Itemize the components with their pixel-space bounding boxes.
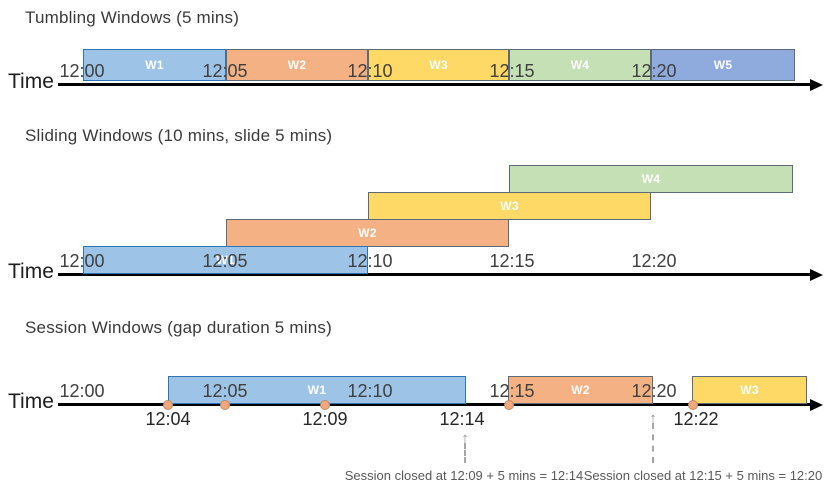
time-tick-label: 12:15 xyxy=(489,381,535,401)
event-dot xyxy=(163,400,173,410)
window-w2: W2 xyxy=(508,376,653,404)
time-tick-label: 12:20 xyxy=(631,61,677,81)
window-w5: W5 xyxy=(651,49,795,81)
time-axis-label: Time xyxy=(8,260,54,283)
window-w2: W2 xyxy=(226,49,368,81)
time-tick-label: 12:10 xyxy=(347,61,393,81)
event-time-label: 12:14 xyxy=(439,409,485,429)
section-title: Tumbling Windows (5 mins) xyxy=(25,8,240,27)
time-axis-arrowhead xyxy=(810,268,823,281)
window-label: W2 xyxy=(287,58,307,72)
callout-dashed-line xyxy=(652,423,654,463)
event-time-label: 12:09 xyxy=(302,409,348,429)
time-tick-label: 12:00 xyxy=(59,381,105,401)
time-tick-label: 12:05 xyxy=(202,381,248,401)
callout-arrowhead-icon: ↑ xyxy=(461,430,469,447)
event-time-label: 12:04 xyxy=(145,409,191,429)
window-w1: W1 xyxy=(83,49,226,81)
time-tick-label: 12:05 xyxy=(202,251,248,271)
event-time-label: 12:22 xyxy=(673,409,719,429)
time-axis-label: Time xyxy=(8,390,54,413)
event-dot xyxy=(220,400,230,410)
window-label: W1 xyxy=(216,253,235,267)
section-title: Session Windows (gap duration 5 mins) xyxy=(25,318,332,337)
window-w3: W3 xyxy=(692,376,807,404)
session-closed-annotation: Session closed at 12:09 + 5 mins = 12:14 xyxy=(344,468,584,483)
window-label: W2 xyxy=(358,226,377,240)
time-axis-line xyxy=(58,273,810,276)
window-w4: W4 xyxy=(509,49,651,81)
window-w4: W4 xyxy=(509,165,793,193)
time-tick-label: 12:00 xyxy=(59,61,105,81)
window-w3: W3 xyxy=(368,49,509,81)
window-label: W3 xyxy=(429,58,448,72)
window-label: W4 xyxy=(641,172,661,186)
time-tick-label: 12:20 xyxy=(631,251,677,271)
time-tick-label: 12:10 xyxy=(347,251,393,271)
window-w3: W3 xyxy=(368,192,651,220)
window-w1: W1 xyxy=(168,376,466,404)
time-axis-arrowhead xyxy=(810,398,823,411)
event-dot xyxy=(320,400,330,410)
callout-dashed-line xyxy=(464,443,466,463)
time-tick-label: 12:15 xyxy=(489,61,535,81)
time-tick-label: 12:05 xyxy=(202,61,248,81)
window-label: W3 xyxy=(740,383,759,397)
window-label: W1 xyxy=(307,383,327,397)
window-label: W4 xyxy=(570,58,590,72)
window-label: W2 xyxy=(571,383,590,397)
time-axis-line xyxy=(58,83,810,86)
event-dot xyxy=(688,400,698,410)
event-dot xyxy=(504,400,514,410)
time-axis-arrowhead xyxy=(810,78,823,91)
section-title: Sliding Windows (10 mins, slide 5 mins) xyxy=(25,126,333,145)
window-label: W3 xyxy=(500,199,519,213)
window-w1: W1 xyxy=(83,246,368,274)
time-tick-label: 12:00 xyxy=(59,251,105,271)
callout-arrowhead-icon: ↑ xyxy=(649,410,657,427)
time-tick-label: 12:15 xyxy=(489,251,535,271)
window-w2: W2 xyxy=(226,219,509,247)
time-axis-label: Time xyxy=(8,70,54,93)
session-closed-annotation: Session closed at 12:15 + 5 mins = 12:20 xyxy=(583,468,823,483)
window-label: W5 xyxy=(713,58,733,72)
time-axis-line xyxy=(58,403,810,406)
window-label: W1 xyxy=(145,58,164,72)
time-tick-label: 12:20 xyxy=(631,381,677,401)
time-tick-label: 12:10 xyxy=(347,381,393,401)
